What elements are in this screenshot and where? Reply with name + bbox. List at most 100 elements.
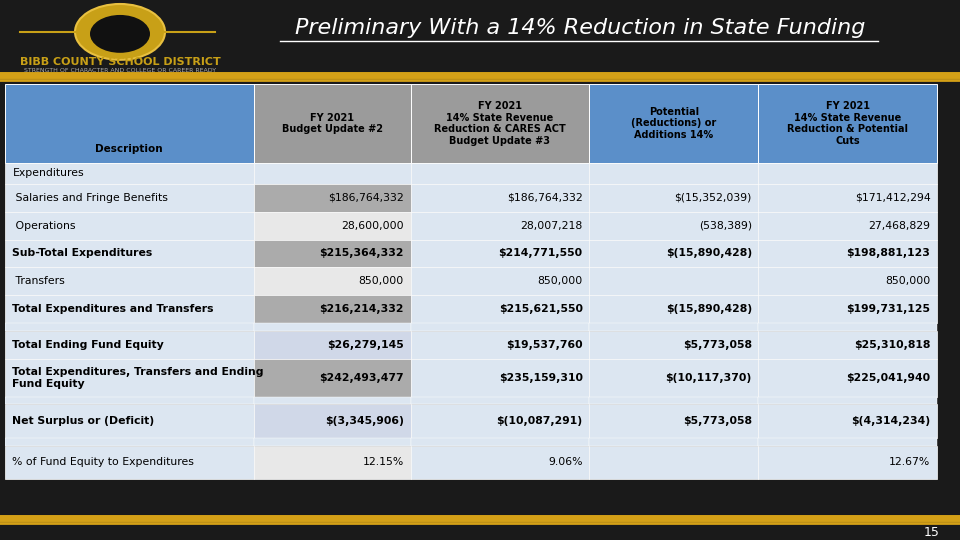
Bar [589, 323, 758, 331]
Bar [758, 397, 937, 404]
Bar [589, 240, 758, 267]
Text: $199,731,125: $199,731,125 [847, 305, 930, 314]
Text: (538,389): (538,389) [699, 220, 752, 231]
Text: BIBB COUNTY SCHOOL DISTRICT: BIBB COUNTY SCHOOL DISTRICT [19, 57, 221, 67]
Bar [253, 359, 411, 397]
Text: $242,493,477: $242,493,477 [320, 373, 404, 383]
Text: $216,214,332: $216,214,332 [320, 305, 404, 314]
Text: $(15,352,039): $(15,352,039) [675, 193, 752, 202]
Bar [589, 295, 758, 323]
Bar [758, 359, 937, 397]
Text: Total Ending Fund Equity: Total Ending Fund Equity [12, 340, 164, 350]
Text: Operations: Operations [12, 220, 76, 231]
Bar [253, 446, 411, 479]
Bar [411, 446, 589, 479]
Text: $215,621,550: $215,621,550 [498, 305, 583, 314]
Text: $(10,117,370): $(10,117,370) [665, 373, 752, 383]
Bar [5, 163, 253, 184]
Text: $25,310,818: $25,310,818 [854, 340, 930, 350]
Bar [589, 359, 758, 397]
Text: 12.15%: 12.15% [363, 457, 404, 467]
Bar [758, 331, 937, 359]
Bar [411, 184, 589, 212]
Text: $(4,314,234): $(4,314,234) [852, 416, 930, 426]
Bar [5, 404, 253, 438]
Text: STRENGTH OF CHARACTER AND COLLEGE OR CAREER READY: STRENGTH OF CHARACTER AND COLLEGE OR CAR… [24, 68, 216, 73]
Bar [253, 163, 411, 184]
Bar [253, 184, 411, 212]
Bar [758, 404, 937, 438]
Bar [5, 359, 253, 397]
Text: 27,468,829: 27,468,829 [869, 220, 930, 231]
Text: 850,000: 850,000 [538, 276, 583, 286]
Text: 850,000: 850,000 [885, 276, 930, 286]
Bar [411, 359, 589, 397]
Text: $26,279,145: $26,279,145 [327, 340, 404, 350]
Bar [589, 267, 758, 295]
Text: $186,764,332: $186,764,332 [507, 193, 583, 202]
Text: $5,773,058: $5,773,058 [683, 416, 752, 426]
Bar [411, 438, 589, 446]
Bar [5, 184, 253, 212]
Text: $225,041,940: $225,041,940 [847, 373, 930, 383]
Text: 12.67%: 12.67% [889, 457, 930, 467]
Text: $(10,087,291): $(10,087,291) [496, 416, 583, 426]
Text: % of Fund Equity to Expenditures: % of Fund Equity to Expenditures [12, 457, 194, 467]
Bar [5, 240, 253, 267]
Bar [758, 184, 937, 212]
Bar [253, 404, 411, 438]
Bar [758, 84, 937, 163]
Text: $186,764,332: $186,764,332 [328, 193, 404, 202]
Bar [253, 295, 411, 323]
Bar [411, 323, 589, 331]
Text: Transfers: Transfers [12, 276, 65, 286]
Bar [589, 438, 758, 446]
Bar [589, 84, 758, 163]
Bar [411, 267, 589, 295]
Bar [253, 331, 411, 359]
Text: 850,000: 850,000 [359, 276, 404, 286]
Bar [589, 212, 758, 240]
Text: $235,159,310: $235,159,310 [498, 373, 583, 383]
Bar [253, 84, 411, 163]
Bar [758, 267, 937, 295]
Bar [5, 267, 253, 295]
Bar [589, 397, 758, 404]
Bar [253, 397, 411, 404]
Text: Total Expenditures, Transfers and Ending
Fund Equity: Total Expenditures, Transfers and Ending… [12, 367, 264, 389]
Bar [5, 295, 253, 323]
Bar [411, 212, 589, 240]
Text: $(15,890,428): $(15,890,428) [665, 248, 752, 259]
Bar [411, 295, 589, 323]
Text: Sub-Total Expenditures: Sub-Total Expenditures [12, 248, 153, 259]
Bar [758, 212, 937, 240]
Text: $(15,890,428): $(15,890,428) [665, 305, 752, 314]
Text: Total Expenditures and Transfers: Total Expenditures and Transfers [12, 305, 214, 314]
Text: $(3,345,906): $(3,345,906) [325, 416, 404, 426]
Bar [758, 240, 937, 267]
Text: 28,600,000: 28,600,000 [342, 220, 404, 231]
Text: $215,364,332: $215,364,332 [320, 248, 404, 259]
Bar [589, 331, 758, 359]
Text: Potential
(Reductions) or
Additions 14%: Potential (Reductions) or Additions 14% [632, 107, 716, 140]
Text: 9.06%: 9.06% [548, 457, 583, 467]
Bar [5, 212, 253, 240]
Text: $198,881,123: $198,881,123 [847, 248, 930, 259]
Bar [253, 212, 411, 240]
Bar [411, 163, 589, 184]
Bar [411, 84, 589, 163]
Text: Expenditures: Expenditures [12, 168, 84, 178]
Text: FY 2021
14% State Revenue
Reduction & Potential
Cuts: FY 2021 14% State Revenue Reduction & Po… [787, 101, 908, 146]
Bar [411, 240, 589, 267]
Ellipse shape [75, 4, 165, 60]
Text: Preliminary With a 14% Reduction in State Funding: Preliminary With a 14% Reduction in Stat… [295, 18, 865, 38]
Text: Net Surplus or (Deficit): Net Surplus or (Deficit) [12, 416, 155, 426]
Text: Description: Description [95, 144, 163, 154]
Ellipse shape [90, 15, 150, 53]
Bar [411, 404, 589, 438]
Text: $19,537,760: $19,537,760 [506, 340, 583, 350]
Text: $171,412,294: $171,412,294 [854, 193, 930, 202]
Bar [758, 323, 937, 331]
Bar [589, 163, 758, 184]
Bar [411, 397, 589, 404]
